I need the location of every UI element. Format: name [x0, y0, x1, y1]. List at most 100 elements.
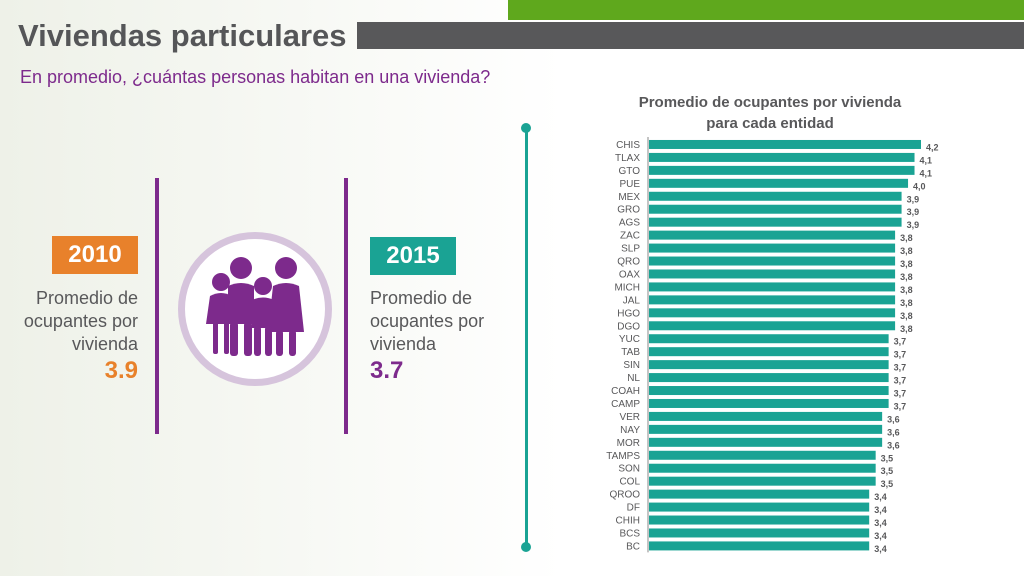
divider-right [344, 178, 348, 434]
year-2015-badge: 2015 [370, 237, 456, 275]
value-label: 3,7 [894, 376, 907, 386]
category-label: NAY [620, 425, 640, 436]
category-label: VER [619, 412, 640, 423]
bar [649, 502, 870, 512]
year-2015-value: 3.7 [370, 357, 404, 384]
bar [649, 476, 876, 486]
bar [649, 373, 889, 383]
category-label: OAX [619, 269, 640, 280]
year-2010-desc-line3: vivienda [71, 334, 138, 354]
value-label: 3,5 [881, 466, 894, 476]
bar [649, 347, 889, 357]
chart-title-line1: Promedio de ocupantes por vivienda [638, 94, 902, 111]
bar [649, 204, 902, 214]
bar [649, 152, 915, 162]
bar [649, 256, 896, 266]
bar [649, 295, 896, 305]
bar [649, 411, 883, 421]
value-label: 3,4 [874, 518, 887, 528]
year-2010-desc-line1: Promedio de [35, 288, 138, 308]
bar [649, 269, 896, 279]
category-label: ZAC [620, 231, 640, 242]
bar [649, 489, 870, 499]
value-label: 3,4 [874, 544, 887, 554]
value-label: 3,9 [907, 220, 920, 230]
value-label: 3,4 [874, 505, 887, 515]
page-subtitle: En promedio, ¿cuántas personas habitan e… [20, 67, 491, 87]
family-icon [206, 257, 304, 356]
bar [649, 178, 909, 188]
category-label: SON [618, 464, 640, 475]
category-label: TLAX [615, 153, 640, 164]
category-label: GRO [617, 205, 640, 216]
bar [649, 450, 876, 460]
value-label: 3,8 [900, 272, 913, 282]
value-label: 3,8 [900, 298, 913, 308]
category-label: PUE [619, 179, 640, 190]
bar [649, 424, 883, 434]
value-label: 3,7 [894, 363, 907, 373]
value-label: 3,8 [900, 324, 913, 334]
bar [649, 398, 889, 408]
category-label: SIN [623, 360, 640, 371]
value-label: 3,5 [881, 479, 894, 489]
year-2010-desc-line2: ocupantes por [23, 311, 138, 331]
value-label: 3,8 [900, 311, 913, 321]
value-label: 3,7 [894, 389, 907, 399]
value-label: 4,0 [913, 181, 926, 191]
year-2010-badge: 2010 [52, 236, 138, 274]
value-label: 4,1 [920, 168, 933, 178]
value-label: 3,6 [887, 440, 900, 450]
category-label: MICH [614, 282, 640, 293]
timeline-dot-bottom [521, 542, 531, 552]
category-label: GTO [619, 166, 641, 177]
category-label: YUC [619, 334, 640, 345]
year-2015-desc-line3: vivienda [370, 334, 437, 354]
category-label: HGO [617, 308, 640, 319]
category-label: MOR [617, 438, 640, 449]
category-label: COL [619, 477, 640, 488]
bar [649, 528, 870, 538]
category-label: QRO [617, 257, 640, 268]
bar [649, 230, 896, 240]
chart-title-line2: para cada entidad [706, 115, 834, 132]
year-2015-desc-line1: Promedio de [370, 288, 473, 308]
value-label: 3,4 [874, 531, 887, 541]
bar [649, 217, 902, 227]
bar [649, 386, 889, 396]
category-label: CHIH [616, 516, 640, 527]
value-label: 3,8 [900, 285, 913, 295]
category-label: CHIS [616, 140, 640, 151]
category-label: DGO [617, 321, 640, 332]
bar [649, 437, 883, 447]
category-label: AGS [619, 218, 640, 229]
bar [649, 165, 915, 175]
value-label: 3,7 [894, 401, 907, 411]
value-label: 3,7 [894, 350, 907, 360]
value-label: 3,8 [900, 233, 913, 243]
bar [649, 541, 870, 551]
category-label: JAL [623, 295, 641, 306]
bar [649, 334, 889, 344]
year-2015-desc-line2: ocupantes por [370, 311, 485, 331]
year-2010-description: Promedio de ocupantes por vivienda [18, 287, 138, 356]
value-label: 3,7 [894, 337, 907, 347]
value-label: 3,8 [900, 259, 913, 269]
value-label: 4,2 [926, 142, 939, 152]
value-label: 3,9 [907, 194, 920, 204]
category-label: SLP [621, 244, 640, 255]
value-label: 4,1 [920, 155, 933, 165]
timeline-dot-top [521, 123, 531, 133]
value-label: 3,8 [900, 246, 913, 256]
category-label: BC [626, 541, 640, 552]
category-label: NL [627, 373, 640, 384]
bar [649, 282, 896, 292]
category-label: COAH [611, 386, 640, 397]
value-label: 3,5 [881, 453, 894, 463]
category-label: DF [627, 503, 640, 514]
timeline-line [525, 128, 528, 548]
bar [649, 243, 896, 253]
value-label: 3,9 [907, 207, 920, 217]
bar [649, 360, 889, 370]
value-label: 3,4 [874, 492, 887, 502]
